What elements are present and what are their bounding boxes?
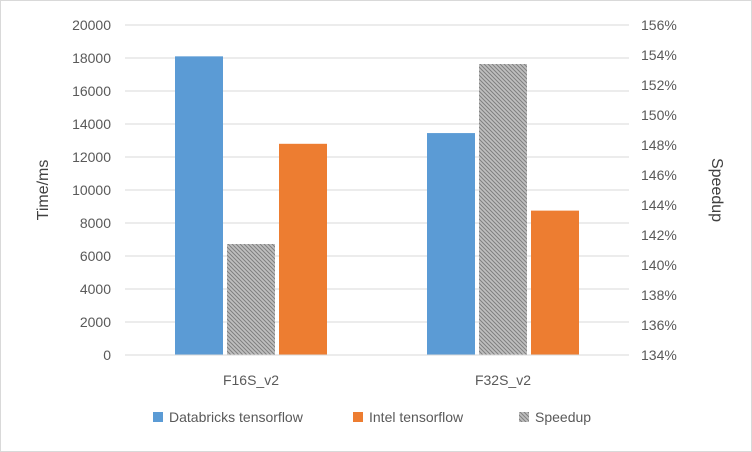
x-axis-ticks: F16S_v2 F32S_v2 — [223, 372, 531, 388]
legend-swatch — [353, 412, 363, 422]
y2-tick-label: 136% — [641, 317, 677, 333]
legend-swatch — [519, 412, 529, 422]
y2-tick-label: 150% — [641, 107, 677, 123]
legend-label: Speedup — [535, 409, 591, 425]
bars — [175, 56, 579, 355]
bar-speedup — [227, 244, 275, 355]
y-tick-label: 8000 — [80, 215, 111, 231]
legend: Databricks tensorflow Intel tensorflow Spe… — [153, 409, 591, 425]
x-tick-label: F32S_v2 — [475, 372, 531, 388]
y2-tick-label: 152% — [641, 77, 677, 93]
y2-tick-label: 142% — [641, 227, 677, 243]
y-tick-label: 20000 — [72, 17, 111, 33]
y2-tick-label: 134% — [641, 347, 677, 363]
y-tick-label: 10000 — [72, 182, 111, 198]
y2-tick-label: 138% — [641, 287, 677, 303]
y2-tick-label: 154% — [641, 47, 677, 63]
x-tick-label: F16S_v2 — [223, 372, 279, 388]
bar-intel-tensorflow — [279, 143, 327, 355]
left-axis-ticks: 0 2000 4000 6000 8000 10000 12000 14000 16000 180… — [72, 17, 111, 363]
y-tick-label: 0 — [103, 347, 111, 363]
bar-intel-tensorflow — [531, 210, 579, 355]
y2-tick-label: 146% — [641, 167, 677, 183]
y2-tick-label: 144% — [641, 197, 677, 213]
legend-label: Databricks tensorflow — [169, 409, 304, 425]
bar-databricks-tensorflow — [175, 56, 223, 355]
right-axis-ticks: 134% 136% 138% 140% 142% 144% 146% 148% 150% 152%… — [641, 17, 677, 363]
y-tick-label: 16000 — [72, 83, 111, 99]
y-tick-label: 4000 — [80, 281, 111, 297]
legend-label: Intel tensorflow — [369, 409, 464, 425]
y-tick-label: 14000 — [72, 116, 111, 132]
y-tick-label: 6000 — [80, 248, 111, 264]
y2-tick-label: 156% — [641, 17, 677, 33]
bar-databricks-tensorflow — [427, 133, 475, 355]
y2-axis-title: Speedup — [708, 158, 725, 222]
y-tick-label: 2000 — [80, 314, 111, 330]
y2-tick-label: 140% — [641, 257, 677, 273]
y-tick-label: 18000 — [72, 50, 111, 66]
y2-tick-label: 148% — [641, 137, 677, 153]
y-tick-label: 12000 — [72, 149, 111, 165]
y-axis-title: Time/ms — [35, 160, 52, 221]
bar-speedup — [479, 64, 527, 355]
legend-swatch — [153, 412, 163, 422]
